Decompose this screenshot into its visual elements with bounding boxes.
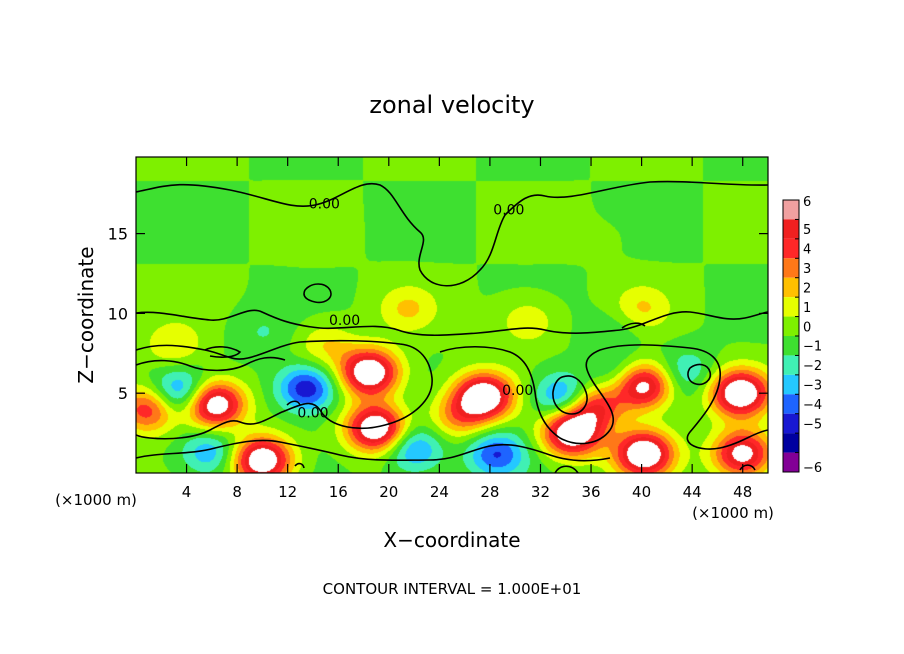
x-tick-label: 28 [480,483,499,501]
x-tick-label: 16 [329,483,348,501]
x-axis-ticks: 4 8 12 16 20 24 28 32 36 40 44 48 [182,157,752,501]
x-unit-left: (×1000 m) [55,491,137,509]
x-tick-label: 32 [531,483,550,501]
colorbar-label: 1 [803,301,811,316]
colorbar-label: 0 [803,320,811,335]
x-tick-label: 44 [683,483,702,501]
colorbar-label: −5 [803,417,822,432]
colorbar-swatch [783,452,799,472]
colorbar-label: −1 [803,340,822,355]
colorbar-swatch [783,277,799,298]
x-tick-label: 36 [581,483,600,501]
contour-line [303,283,332,304]
colorbar-swatch [783,336,799,356]
contour-label: 0.00 [493,203,524,219]
contour-label: 0.00 [329,313,360,329]
colorbar-swatch [783,413,799,434]
contour-line [739,464,756,471]
contour-interval-note: CONTOUR INTERVAL = 1.000E+01 [323,580,582,598]
colorbar-swatch [783,258,799,278]
contour-line [687,363,712,386]
plot-frame [135,156,769,474]
contour-labels: 0.00 0.00 0.00 0.00 0.00 [297,196,533,421]
contour-line [204,346,242,358]
y-tick-label: 10 [108,304,128,323]
contour-label: 0.00 [309,196,340,212]
contour-label: 0.00 [297,405,328,421]
x-unit-right: (×1000 m) [692,504,774,522]
chart-title: zonal velocity [369,91,534,119]
contour-line [136,339,433,440]
contour-line [294,462,305,469]
colorbar-swatch [783,355,799,375]
colorbar-swatch [783,297,799,317]
colorbar-swatch [783,316,799,336]
y-axis-ticks: 5 10 15 [108,225,768,403]
colorbar-swatch [783,374,799,395]
x-tick-label: 12 [278,483,297,501]
contour-label: 0.00 [502,383,533,399]
contour-line [136,356,286,372]
x-tick-label: 40 [632,483,651,501]
colorbar-swatch [783,394,799,414]
contour-line [136,180,768,287]
y-tick-label: 5 [118,384,128,403]
colorbar-label: 6 [803,195,811,210]
contour-line [554,465,579,473]
colorbar-swatch [783,219,799,239]
colorbar-label: 3 [803,262,811,277]
x-tick-label: 20 [379,483,398,501]
colorbar-label: −6 [803,461,822,476]
x-tick-label: 8 [232,483,242,501]
x-tick-label: 48 [733,483,752,501]
x-axis-label: X−coordinate [383,528,520,552]
x-tick-label: 4 [182,483,192,501]
y-axis-label: Z−coordinate [74,246,98,383]
colorbar-label: 4 [803,243,811,258]
contour-lines [136,180,768,473]
x-tick-label: 24 [430,483,449,501]
contour-line [621,322,646,329]
contour-line [286,400,301,406]
colorbar-swatch [783,238,799,259]
colorbar-swatch [783,433,799,453]
contour-line [439,344,768,450]
colorbar-label: 2 [803,281,811,296]
colorbar-label: −4 [803,398,822,413]
colorbar-label: −3 [803,379,822,394]
colorbar: 6 5 4 3 2 1 0 −1 −2 −3 −4 −5 −6 [782,195,822,476]
contour-line [552,375,588,415]
plot-area: 0.00 0.000.000.000.00 4 8 12 16 20 24 28 32 36 40 4… [108,156,769,501]
colorbar-swatch [783,200,799,220]
colorbar-label: 5 [803,223,811,238]
y-tick-label: 15 [108,225,128,244]
colorbar-label: −2 [803,359,822,374]
contour-line [136,309,768,337]
contour-line [136,439,611,462]
velocity-field [136,157,768,473]
